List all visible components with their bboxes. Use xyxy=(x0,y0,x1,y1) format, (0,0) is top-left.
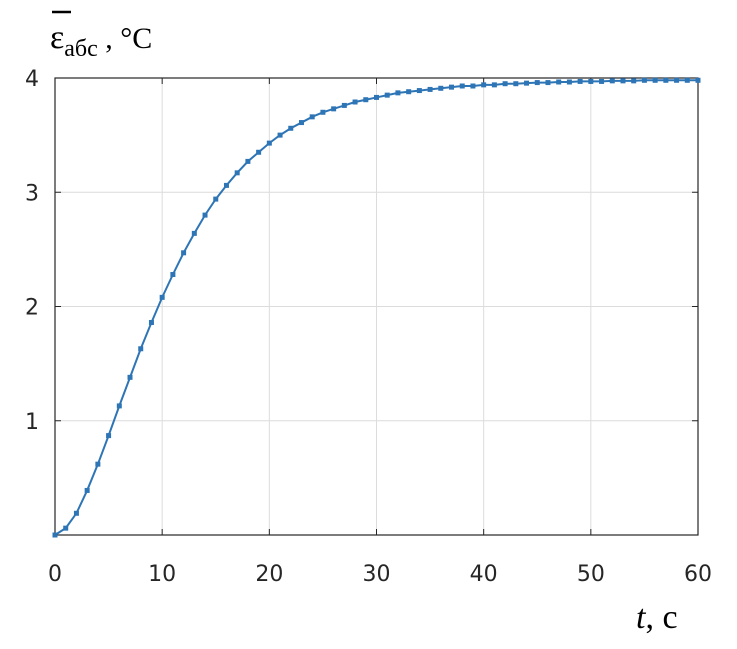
data-point xyxy=(438,85,444,91)
ylabel-unit: , °C xyxy=(98,22,153,55)
x-tick-label: 10 xyxy=(148,562,176,587)
data-point xyxy=(191,230,197,236)
data-point xyxy=(406,89,412,95)
data-point xyxy=(266,140,272,146)
x-tick-label: 20 xyxy=(255,562,283,587)
data-point xyxy=(524,80,530,86)
y-tick-label: 4 xyxy=(25,67,39,92)
data-point xyxy=(577,78,583,84)
data-point xyxy=(127,374,133,380)
data-point xyxy=(309,114,315,120)
data-point xyxy=(202,212,208,218)
data-point xyxy=(106,433,112,439)
data-point xyxy=(449,84,455,90)
data-point xyxy=(534,80,540,86)
data-point xyxy=(652,77,658,83)
data-point xyxy=(427,86,433,92)
ylabel-symbol: ε xyxy=(50,19,64,56)
data-point xyxy=(556,79,562,85)
ticks: 0 10 20 30 40 50 60 1 2 3 4 xyxy=(25,67,712,587)
data-point xyxy=(663,77,669,83)
data-point xyxy=(148,319,154,325)
data-point xyxy=(674,77,680,83)
data-point xyxy=(641,77,647,83)
x-tick-label: 50 xyxy=(577,562,605,587)
ylabel-subscript: абс xyxy=(64,36,98,62)
y-tick-label: 2 xyxy=(25,296,39,321)
data-point xyxy=(52,532,58,538)
data-point xyxy=(63,525,69,531)
data-point xyxy=(234,170,240,176)
data-point xyxy=(470,83,476,89)
grid xyxy=(55,78,698,535)
data-point xyxy=(352,99,358,105)
data-point xyxy=(116,403,122,409)
data-point xyxy=(277,132,283,138)
data-point xyxy=(481,82,487,88)
data-point xyxy=(599,78,605,84)
data-point xyxy=(491,82,497,88)
data-point xyxy=(181,250,187,256)
data-point xyxy=(213,196,219,202)
x-tick-label: 40 xyxy=(470,562,498,587)
x-tick-label: 0 xyxy=(48,562,62,587)
data-point xyxy=(341,102,347,108)
data-point xyxy=(374,94,379,100)
data-point xyxy=(331,106,337,112)
data-point xyxy=(95,461,101,467)
x-tick-label: 30 xyxy=(363,562,391,587)
data-point xyxy=(288,125,294,131)
data-point xyxy=(502,81,508,87)
data-point xyxy=(609,78,615,84)
data-point xyxy=(620,78,626,84)
xlabel-unit: , c xyxy=(645,599,677,636)
data-point xyxy=(256,149,262,155)
data-point xyxy=(395,90,401,96)
data-point xyxy=(513,81,519,87)
data-point xyxy=(695,77,701,83)
data-point xyxy=(384,92,390,98)
data-point xyxy=(138,346,144,352)
data-point xyxy=(170,272,176,278)
data-point xyxy=(631,78,637,84)
data-point xyxy=(459,83,465,89)
data-point xyxy=(245,158,251,164)
data-point xyxy=(588,78,594,84)
data-point xyxy=(223,182,229,188)
data-point xyxy=(416,88,422,94)
ylabel: εабс , °C xyxy=(50,19,152,62)
x-tick-label: 60 xyxy=(684,562,712,587)
data-point xyxy=(545,80,551,86)
data-point xyxy=(684,77,690,83)
xlabel-symbol: t xyxy=(636,599,647,636)
xlabel: t, c xyxy=(636,599,678,636)
data-point xyxy=(298,120,304,126)
y-tick-label: 1 xyxy=(25,410,39,435)
data-point xyxy=(84,487,90,493)
data-point xyxy=(159,294,165,300)
series-group xyxy=(52,77,701,538)
y-tick-label: 3 xyxy=(25,181,39,206)
data-point xyxy=(566,79,572,85)
data-point xyxy=(363,97,369,103)
data-point xyxy=(73,510,79,516)
data-point xyxy=(320,109,326,115)
